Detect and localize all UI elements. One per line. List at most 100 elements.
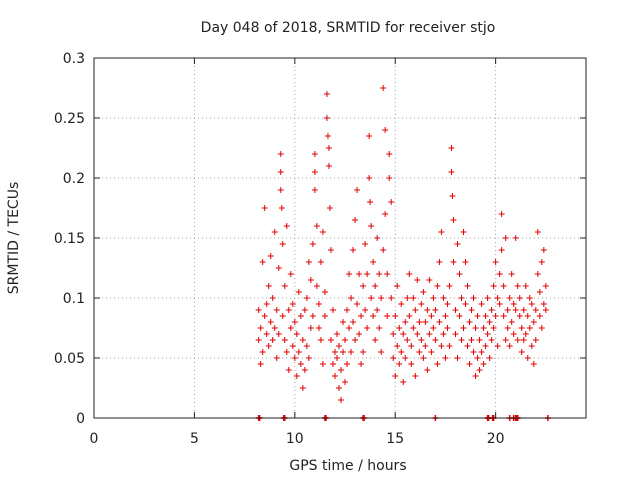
data-point xyxy=(309,241,316,247)
data-point xyxy=(331,349,338,355)
data-point xyxy=(382,211,389,217)
data-point xyxy=(420,355,427,361)
data-point xyxy=(370,313,377,319)
data-point xyxy=(400,331,407,337)
data-point xyxy=(319,229,326,235)
data-point xyxy=(323,115,330,121)
data-point xyxy=(474,355,481,361)
data-point xyxy=(540,301,547,307)
data-point xyxy=(269,337,276,343)
data-point xyxy=(490,283,497,289)
data-point xyxy=(430,295,437,301)
data-point xyxy=(335,385,342,391)
data-point xyxy=(434,361,441,367)
data-point xyxy=(462,259,469,265)
data-point xyxy=(430,325,437,331)
data-point xyxy=(321,289,328,295)
data-point xyxy=(329,307,336,313)
data-point xyxy=(394,343,401,349)
data-point xyxy=(534,229,541,235)
data-point xyxy=(434,283,441,289)
data-point xyxy=(482,313,489,319)
data-point xyxy=(448,169,455,175)
data-point xyxy=(295,349,302,355)
data-point xyxy=(305,355,312,361)
data-point xyxy=(456,271,463,277)
data-point xyxy=(283,223,290,229)
data-point xyxy=(307,277,314,283)
data-point xyxy=(275,265,282,271)
data-point xyxy=(277,151,284,157)
data-point xyxy=(506,343,513,349)
data-point xyxy=(422,319,429,325)
data-point xyxy=(388,199,395,205)
data-point xyxy=(408,343,415,349)
data-point xyxy=(516,313,523,319)
data-point xyxy=(287,325,294,331)
data-point xyxy=(498,211,505,217)
data-point xyxy=(486,319,493,325)
data-point xyxy=(279,313,286,319)
data-point xyxy=(271,229,278,235)
data-point xyxy=(301,367,308,373)
data-point xyxy=(352,337,359,343)
data-point xyxy=(452,307,459,313)
data-point xyxy=(386,151,393,157)
data-point xyxy=(261,313,268,319)
data-point xyxy=(279,241,286,247)
data-point xyxy=(510,331,517,337)
data-point xyxy=(342,337,349,343)
data-point xyxy=(414,277,421,283)
data-point xyxy=(344,361,351,367)
data-point xyxy=(384,313,391,319)
data-point xyxy=(295,289,302,295)
data-point xyxy=(496,271,503,277)
data-point xyxy=(293,331,300,337)
data-point xyxy=(492,313,499,319)
data-point xyxy=(372,337,379,343)
data-point xyxy=(344,307,351,313)
data-point xyxy=(354,187,361,193)
x-tick-label: 10 xyxy=(286,431,304,447)
data-point xyxy=(287,271,294,277)
data-point xyxy=(398,349,405,355)
data-point xyxy=(476,337,483,343)
data-point xyxy=(356,331,363,337)
data-point xyxy=(263,331,270,337)
data-point xyxy=(366,175,373,181)
data-point xyxy=(408,361,415,367)
data-point xyxy=(472,325,479,331)
data-point xyxy=(500,283,507,289)
y-tick-label: 0.2 xyxy=(63,171,85,187)
data-point xyxy=(442,313,449,319)
data-point xyxy=(462,301,469,307)
data-point xyxy=(350,247,357,253)
data-point xyxy=(362,307,369,313)
data-point xyxy=(432,337,439,343)
data-point xyxy=(490,325,497,331)
data-point xyxy=(340,349,347,355)
data-point xyxy=(530,361,537,367)
data-point xyxy=(261,205,268,211)
data-point xyxy=(422,343,429,349)
data-point xyxy=(348,295,355,301)
data-point xyxy=(480,361,487,367)
data-point xyxy=(424,367,431,373)
data-point xyxy=(520,337,527,343)
data-point xyxy=(386,175,393,181)
data-point xyxy=(464,283,471,289)
data-point xyxy=(444,301,451,307)
data-point xyxy=(352,217,359,223)
data-point xyxy=(418,301,425,307)
data-point xyxy=(442,355,449,361)
grid-lines xyxy=(94,58,586,418)
data-point xyxy=(532,307,539,313)
data-point xyxy=(486,355,493,361)
data-point xyxy=(390,355,397,361)
data-point xyxy=(402,355,409,361)
data-point xyxy=(450,217,457,223)
data-point xyxy=(358,313,365,319)
y-tick-label: 0 xyxy=(76,411,85,427)
data-point xyxy=(317,337,324,343)
data-point xyxy=(416,319,423,325)
